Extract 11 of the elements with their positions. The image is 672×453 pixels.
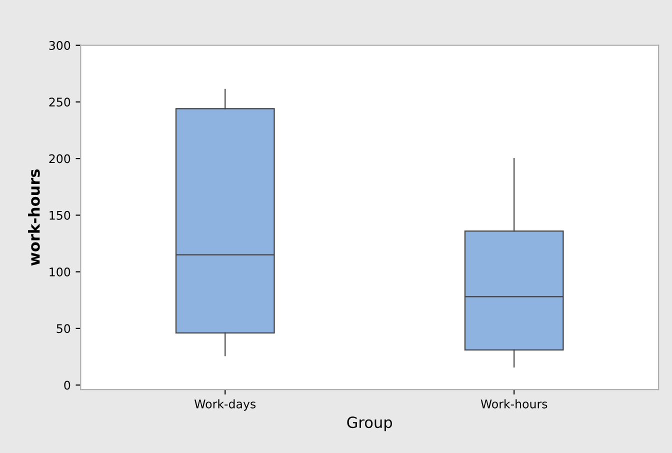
x-tick-label: Work-hours <box>480 399 548 408</box>
x-tick-label: Work-days <box>194 399 256 411</box>
y-tick-label: 150 <box>50 210 70 220</box>
y-tick-label: 200 <box>49 154 70 164</box>
y-tick-label: 250 <box>49 98 70 107</box>
y-tick-label: 100 <box>50 268 70 276</box>
y-axis-title: work-hours <box>28 169 40 266</box>
y-tick-label: 50 <box>56 324 70 334</box>
x-axis-title: Group <box>347 416 392 432</box>
y-tick-label: 0 <box>64 380 70 390</box>
y-tick-label: 300 <box>49 41 70 50</box>
